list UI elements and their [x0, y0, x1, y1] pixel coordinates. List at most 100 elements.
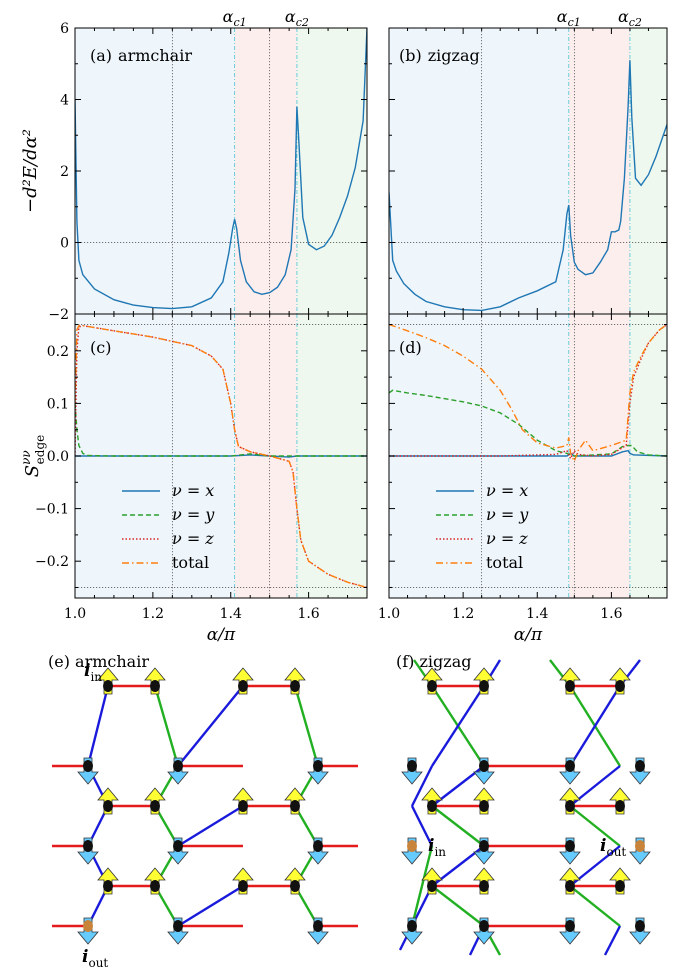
- lattice-site: [565, 800, 575, 812]
- bond-z: [293, 685, 320, 767]
- bond-z: [569, 885, 621, 927]
- series-line-0: [389, 60, 667, 312]
- panel-c-title: (c): [90, 338, 111, 357]
- lattice-site: [290, 800, 300, 812]
- legend-label: ν = z: [486, 529, 528, 548]
- x-axis-label-d: α/π: [514, 625, 543, 645]
- lattice-site: [173, 840, 183, 852]
- lattice-site: [565, 920, 575, 932]
- panel-a-guides: [75, 28, 367, 314]
- bond-y: [177, 884, 244, 928]
- lattice-site: [635, 760, 645, 772]
- panel-b-series: [389, 60, 667, 312]
- bond-y: [86, 685, 110, 767]
- lattice-site: [427, 880, 437, 892]
- bond-y: [410, 765, 434, 807]
- lattice-site: [427, 800, 437, 812]
- bond-y: [568, 685, 622, 767]
- y-tick-label: −0.1: [35, 502, 69, 518]
- panel-a: 6 4 2 0 −2 αc1 αc2 (a) armchair: [48, 7, 368, 323]
- x-tick-label: 1.0: [64, 606, 86, 622]
- lattice-site: [635, 920, 645, 932]
- panel-b-title: (b) zigzag: [399, 46, 480, 65]
- lattice-site-labels: iin iout iin iout: [82, 661, 626, 968]
- panel-a-series: [75, 28, 367, 310]
- legend-label: ν = x: [172, 481, 214, 500]
- x-tick-label: 1.4: [220, 606, 242, 622]
- svg-text:Sννedge: Sννedge: [19, 435, 47, 478]
- x-tick-label: 1.4: [526, 606, 548, 622]
- lattice-site: [479, 880, 489, 892]
- lattice-site: [615, 800, 625, 812]
- bond-y: [430, 685, 486, 767]
- panel-c-legend: ν = x ν = y ν = z total: [122, 481, 215, 572]
- panel-c-ticks: 1.0 1.2 1.4 1.6 0.2 0.1 0.0 −0.1 −0.2: [35, 314, 367, 622]
- y-tick-label: 0.2: [47, 344, 69, 360]
- lattice-site: [565, 880, 575, 892]
- lattice-site: [313, 920, 323, 932]
- lattice-site: [615, 880, 625, 892]
- lattice-site: [565, 760, 575, 772]
- critical-label: αc2: [618, 7, 642, 29]
- y-tick-label: 6: [60, 21, 69, 37]
- panel-d-legend: ν = x ν = y ν = z total: [436, 481, 529, 572]
- x-tick-label: 1.6: [297, 606, 319, 622]
- lattice-site: [103, 880, 113, 892]
- x-tick-label: 1.2: [452, 606, 474, 622]
- series-line-z: [389, 323, 667, 461]
- panel-b: αc1 αc2 (b) zigzag: [388, 7, 668, 315]
- marked-site: [407, 840, 417, 852]
- armchair-lattice: [52, 667, 358, 945]
- y-tick-label: −2: [48, 307, 69, 323]
- lattice-site: [479, 800, 489, 812]
- panel-d-ticks: 1.0 1.2 1.4 1.6: [378, 314, 667, 622]
- lattice-site: [479, 680, 489, 692]
- panel-d-title: (d): [399, 338, 422, 357]
- series-line-z: [75, 324, 367, 589]
- legend-label: ν = z: [172, 529, 214, 548]
- series-line-total: [389, 323, 667, 464]
- panel-a-regions: [75, 28, 367, 314]
- bond-z: [569, 805, 621, 847]
- lattice-site: [290, 680, 300, 692]
- x-axis-label-c: α/π: [207, 625, 236, 645]
- e-out-label: iout: [82, 947, 108, 968]
- y-axis-label-top: −d²E/dα²: [20, 129, 41, 213]
- bond-z: [153, 685, 180, 767]
- critical-label: αc1: [223, 7, 247, 29]
- lattice-site: [238, 680, 248, 692]
- lattice-site: [313, 760, 323, 772]
- x-tick-label: 1.2: [142, 606, 164, 622]
- lattice-site: [565, 680, 575, 692]
- bond-z: [431, 885, 485, 927]
- legend-label: total: [486, 553, 523, 572]
- lattice-site: [479, 920, 489, 932]
- lattice-site: [238, 800, 248, 812]
- lattice-site: [290, 880, 300, 892]
- lattice-site: [150, 880, 160, 892]
- y-tick-label: 0: [60, 236, 69, 252]
- region-phase-3: [296, 28, 367, 314]
- lattice-site: [150, 800, 160, 812]
- lattice-site: [615, 680, 625, 692]
- y-tick-label: 2: [60, 164, 69, 180]
- x-tick-label: 1.6: [600, 606, 622, 622]
- y-tick-label: 4: [60, 93, 69, 109]
- lattice-site: [313, 840, 323, 852]
- panel-f-title: (f) zigzag: [396, 652, 472, 671]
- region-phase-3: [629, 28, 667, 314]
- panel-c-series: [75, 324, 367, 589]
- bond-y: [177, 804, 244, 848]
- panel-d: 1.0 1.2 1.4 1.6 (d) ν = x ν = y ν = z total: [378, 313, 668, 622]
- marked-site: [83, 920, 93, 932]
- legend-label: total: [172, 553, 209, 572]
- lattice-site: [407, 920, 417, 932]
- e-in-label: iin: [84, 661, 102, 684]
- lattice-site: [238, 880, 248, 892]
- y-tick-label: 0.0: [47, 449, 69, 465]
- critical-label: αc2: [285, 7, 309, 29]
- lattice-site: [173, 920, 183, 932]
- lattice-site: [407, 760, 417, 772]
- panel-a-ticks: 6 4 2 0 −2 αc1 αc2: [48, 7, 367, 323]
